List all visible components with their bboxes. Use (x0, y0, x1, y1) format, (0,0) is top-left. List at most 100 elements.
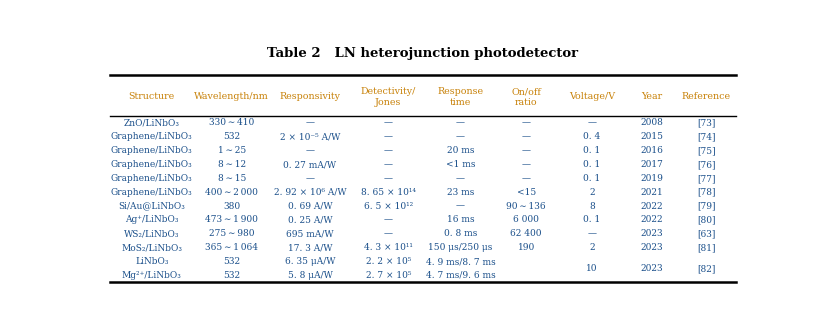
Text: 2: 2 (589, 243, 595, 252)
Text: 62 400: 62 400 (511, 229, 542, 238)
Text: —: — (384, 146, 393, 155)
Text: Year: Year (641, 92, 662, 101)
Text: 2 × 10⁻⁵ A/W: 2 × 10⁻⁵ A/W (280, 132, 340, 141)
Text: Si/Au@LiNbO₃: Si/Au@LiNbO₃ (118, 202, 186, 211)
Text: 0. 25 A/W: 0. 25 A/W (288, 215, 332, 224)
Text: 4. 9 ms/8. 7 ms: 4. 9 ms/8. 7 ms (426, 257, 495, 266)
Text: 2023: 2023 (640, 243, 662, 252)
Text: [79]: [79] (697, 202, 715, 211)
Text: 8. 65 × 10¹⁴: 8. 65 × 10¹⁴ (361, 188, 416, 197)
Text: 2. 7 × 10⁵: 2. 7 × 10⁵ (365, 271, 411, 280)
Text: 5. 8 μA/W: 5. 8 μA/W (288, 271, 332, 280)
Text: Response
time: Response time (437, 87, 483, 107)
Text: 0. 8 ms: 0. 8 ms (444, 229, 477, 238)
Text: —: — (521, 118, 530, 127)
Text: 2008: 2008 (640, 118, 663, 127)
Text: 365 ∼ 1 064: 365 ∼ 1 064 (205, 243, 258, 252)
Text: 2019: 2019 (640, 174, 663, 183)
Text: [80]: [80] (697, 215, 715, 224)
Text: [74]: [74] (697, 132, 715, 141)
Text: 695 mA/W: 695 mA/W (286, 229, 334, 238)
Text: 2022: 2022 (640, 202, 662, 211)
Text: —: — (384, 174, 393, 183)
Text: 6. 5 × 10¹²: 6. 5 × 10¹² (364, 202, 413, 211)
Text: Wavelength/nm: Wavelength/nm (195, 92, 269, 101)
Text: 90 ∼ 136: 90 ∼ 136 (507, 202, 546, 211)
Text: —: — (384, 215, 393, 224)
Text: Mg²⁺/LiNbO₃: Mg²⁺/LiNbO₃ (122, 271, 182, 280)
Text: 2: 2 (589, 188, 595, 197)
Text: Graphene/LiNbO₃: Graphene/LiNbO₃ (111, 146, 193, 155)
Text: Table 2   LN heterojunction photodetector: Table 2 LN heterojunction photodetector (267, 47, 578, 60)
Text: Graphene/LiNbO₃: Graphene/LiNbO₃ (111, 132, 193, 141)
Text: LiNbO₃: LiNbO₃ (135, 257, 168, 266)
Text: 2023: 2023 (640, 229, 662, 238)
Text: 2017: 2017 (640, 160, 663, 169)
Text: Graphene/LiNbO₃: Graphene/LiNbO₃ (111, 188, 193, 197)
Text: —: — (456, 132, 465, 141)
Text: MoS₂/LiNbO₃: MoS₂/LiNbO₃ (121, 243, 182, 252)
Text: —: — (456, 174, 465, 183)
Text: 8 ∼ 15: 8 ∼ 15 (218, 174, 246, 183)
Text: <15: <15 (516, 188, 535, 197)
Text: [78]: [78] (697, 188, 715, 197)
Text: Ag⁺/LiNbO₃: Ag⁺/LiNbO₃ (125, 215, 178, 224)
Text: 20 ms: 20 ms (446, 146, 474, 155)
Text: —: — (521, 174, 530, 183)
Text: —: — (384, 118, 393, 127)
Text: —: — (384, 132, 393, 141)
Text: 2016: 2016 (640, 146, 663, 155)
Text: 190: 190 (517, 243, 535, 252)
Text: [75]: [75] (697, 146, 715, 155)
Text: Structure: Structure (129, 92, 175, 101)
Text: —: — (456, 202, 465, 211)
Text: —: — (521, 132, 530, 141)
Text: 2015: 2015 (640, 132, 663, 141)
Text: 330 ∼ 410: 330 ∼ 410 (209, 118, 254, 127)
Text: [81]: [81] (697, 243, 715, 252)
Text: —: — (305, 174, 314, 183)
Text: —: — (456, 118, 465, 127)
Text: —: — (521, 146, 530, 155)
Text: —: — (384, 160, 393, 169)
Text: 400 ∼ 2 000: 400 ∼ 2 000 (205, 188, 258, 197)
Text: 473 ∼ 1 900: 473 ∼ 1 900 (205, 215, 258, 224)
Text: 0. 1: 0. 1 (583, 215, 601, 224)
Text: 275 ∼ 980: 275 ∼ 980 (209, 229, 254, 238)
Text: [63]: [63] (697, 229, 715, 238)
Text: 532: 532 (223, 271, 240, 280)
Text: Responsivity: Responsivity (280, 92, 341, 101)
Text: —: — (305, 118, 314, 127)
Text: 6 000: 6 000 (513, 215, 539, 224)
Text: Voltage/V: Voltage/V (569, 92, 615, 101)
Text: Graphene/LiNbO₃: Graphene/LiNbO₃ (111, 160, 193, 169)
Text: 2021: 2021 (640, 188, 663, 197)
Text: Detectivity/
Jones: Detectivity/ Jones (361, 87, 416, 107)
Text: ZnO/LiNbO₃: ZnO/LiNbO₃ (124, 118, 180, 127)
Text: [76]: [76] (697, 160, 715, 169)
Text: 4. 7 ms/9. 6 ms: 4. 7 ms/9. 6 ms (426, 271, 495, 280)
Text: 532: 532 (223, 257, 240, 266)
Text: 4. 3 × 10¹¹: 4. 3 × 10¹¹ (364, 243, 412, 252)
Text: [82]: [82] (697, 264, 715, 273)
Text: 150 μs/250 μs: 150 μs/250 μs (428, 243, 493, 252)
Text: [73]: [73] (697, 118, 715, 127)
Text: 16 ms: 16 ms (446, 215, 474, 224)
Text: 8 ∼ 12: 8 ∼ 12 (218, 160, 246, 169)
Text: 2022: 2022 (640, 215, 662, 224)
Text: 23 ms: 23 ms (446, 188, 474, 197)
Text: 2. 92 × 10⁶ A/W: 2. 92 × 10⁶ A/W (274, 188, 346, 197)
Text: —: — (521, 160, 530, 169)
Text: 532: 532 (223, 132, 240, 141)
Text: 1 ∼ 25: 1 ∼ 25 (218, 146, 246, 155)
Text: 0. 1: 0. 1 (583, 174, 601, 183)
Text: 0. 1: 0. 1 (583, 160, 601, 169)
Text: —: — (587, 229, 596, 238)
Text: 0. 27 mA/W: 0. 27 mA/W (284, 160, 337, 169)
Text: 2. 2 × 10⁵: 2. 2 × 10⁵ (365, 257, 411, 266)
Text: [77]: [77] (697, 174, 715, 183)
Text: Reference: Reference (681, 92, 731, 101)
Text: 10: 10 (587, 264, 598, 273)
Text: 0. 4: 0. 4 (583, 132, 601, 141)
Text: 0. 69 A/W: 0. 69 A/W (288, 202, 332, 211)
